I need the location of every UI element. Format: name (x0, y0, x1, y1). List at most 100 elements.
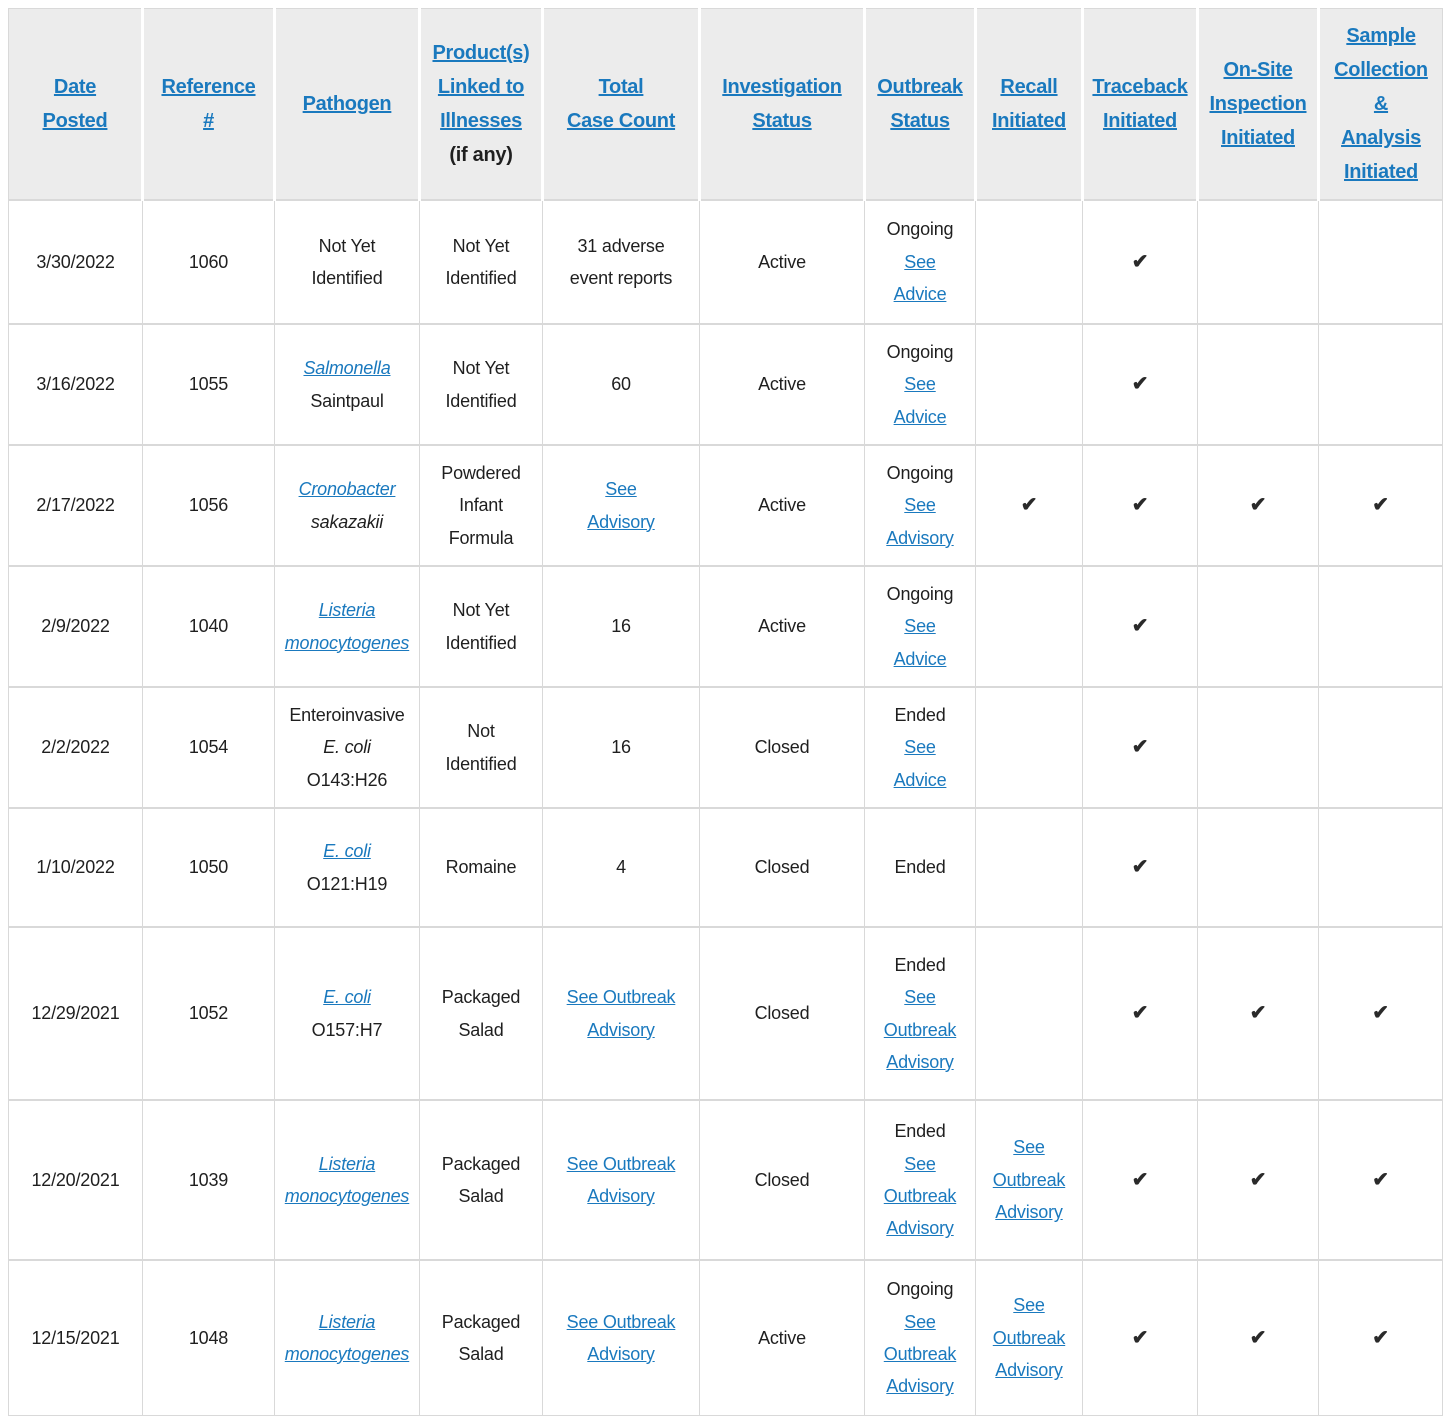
see-outbreak-advisory-link[interactable]: See Outbreak Advisory (566, 1153, 676, 1206)
case-count-cell: See Outbreak Advisory (542, 1259, 700, 1416)
total-case-count-sort-link[interactable]: Total Case Count (566, 76, 676, 132)
pathogen-link[interactable]: E. coli (323, 841, 371, 862)
see-outbreak-advisory-link[interactable]: See Outbreak Advisory (883, 1153, 957, 1239)
sample-collection-cell: ✔ (1318, 444, 1443, 567)
checkmark-icon: ✔ (1372, 494, 1389, 517)
investigation-status-cell: Active (699, 199, 865, 325)
date-posted-cell: 12/29/2021 (8, 926, 143, 1101)
pathogen-link[interactable]: Salmonella (303, 358, 391, 379)
see-advisory-link[interactable]: See Advisory (886, 495, 954, 548)
pathogen-link[interactable]: Listeria monocytogenes (284, 1153, 410, 1206)
investigation-status-cell: Active (699, 1259, 865, 1416)
checkmark-icon: ✔ (1249, 1002, 1267, 1025)
investigation-status-sort-link[interactable]: Investigation Status (722, 76, 842, 132)
investigation-status-cell: Active (699, 323, 865, 446)
sample-collection-cell (1318, 807, 1443, 928)
recall-initiated-cell (975, 565, 1083, 688)
reference-sort-link[interactable]: Reference # (161, 76, 256, 132)
case-count-cell: 16 (542, 686, 700, 809)
column-header-total-case-count: Total Case Count (541, 8, 700, 200)
pathogen-text: Enteroinvasive (289, 704, 405, 725)
product-cell: Packaged Salad (419, 1259, 543, 1416)
see-outbreak-advisory-link[interactable]: See Outbreak Advisory (883, 1311, 957, 1397)
product-text: Not Identified (445, 721, 517, 774)
product-cell: Packaged Salad (419, 1099, 543, 1261)
outbreak-status-cell: Ended See Advice (864, 686, 976, 809)
pathogen-cell: Cronobacter sakazakii (274, 444, 420, 567)
checkmark-icon: ✔ (1249, 494, 1267, 517)
see-outbreak-advisory-link[interactable]: See Outbreak Advisory (566, 987, 676, 1040)
pathogen-cell: Salmonella Saintpaul (274, 323, 420, 446)
see-outbreak-advisory-link[interactable]: See Outbreak Advisory (992, 1137, 1066, 1223)
pathogen-text: Not Yet Identified (311, 235, 383, 288)
recall-initiated-sort-link[interactable]: Recall Initiated (992, 76, 1066, 132)
outbreak-status-sort-link[interactable]: Outbreak Status (877, 76, 963, 132)
sample-collection-sort-link[interactable]: Sample Collection & Analysis Initiated (1334, 25, 1428, 183)
checkmark-icon: ✔ (1131, 856, 1149, 879)
outbreak-status-text: Ended (894, 1121, 946, 1142)
outbreak-status-cell: Ongoing See Advice (864, 565, 976, 688)
see-advice-link[interactable]: See Advice (893, 374, 947, 427)
pathogen-text: sakazakii (310, 511, 384, 532)
pathogen-text: O157:H7 (311, 1019, 383, 1040)
sample-collection-cell (1318, 565, 1443, 688)
date-posted-sort-link[interactable]: Date Posted (42, 76, 108, 132)
see-outbreak-advisory-link[interactable]: See Outbreak Advisory (883, 987, 957, 1072)
onsite-inspection-cell (1197, 199, 1319, 325)
outbreak-status-cell: Ongoing See Advice (864, 323, 976, 446)
product-text: Not Yet Identified (445, 235, 517, 288)
table-row: 12/29/2021 1052 E. coli O157:H7 Packaged … (8, 926, 1443, 1101)
case-count-cell: 31 adverse event reports (542, 199, 700, 325)
outbreak-status-text: Ended (894, 704, 946, 725)
product-cell: Not Yet Identified (419, 323, 543, 446)
product-text: Packaged Salad (441, 1153, 521, 1206)
product-cell: Packaged Salad (419, 926, 543, 1101)
outbreak-investigations-table: Date Posted Reference # Pathogen Product… (8, 8, 1443, 1416)
checkmark-icon: ✔ (1372, 1326, 1389, 1349)
case-count-cell: See Advisory (542, 444, 700, 567)
see-outbreak-advisory-link[interactable]: See Outbreak Advisory (566, 1311, 676, 1364)
case-count-text: 31 adverse event reports (569, 235, 673, 288)
sample-collection-cell (1318, 199, 1443, 325)
pathogen-link[interactable]: E. coli (323, 987, 371, 1008)
recall-initiated-cell (975, 199, 1083, 325)
see-advice-link[interactable]: See Advice (893, 251, 947, 305)
product-cell: Not Yet Identified (419, 565, 543, 688)
sample-collection-cell: ✔ (1318, 1099, 1443, 1261)
sample-collection-cell (1318, 323, 1443, 446)
investigation-status-cell: Closed (699, 926, 865, 1101)
reference-cell: 1054 (142, 686, 275, 809)
pathogen-sort-link[interactable]: Pathogen (302, 93, 392, 115)
onsite-inspection-sort-link[interactable]: On-Site Inspection Initiated (1209, 59, 1307, 149)
column-header-onsite-inspection-initiated: On-Site Inspection Initiated (1196, 8, 1319, 200)
pathogen-cell: E. coli O121:H19 (274, 807, 420, 928)
recall-initiated-cell: See Outbreak Advisory (975, 1259, 1083, 1416)
pathogen-link[interactable]: Cronobacter (298, 479, 396, 500)
see-advisory-link[interactable]: See Advisory (587, 479, 655, 532)
onsite-inspection-cell: ✔ (1197, 1099, 1319, 1261)
checkmark-icon: ✔ (1131, 1168, 1149, 1191)
traceback-initiated-sort-link[interactable]: Traceback Initiated (1092, 76, 1188, 132)
pathogen-link[interactable]: Listeria monocytogenes (284, 600, 410, 653)
onsite-inspection-cell: ✔ (1197, 444, 1319, 567)
table-row: 2/2/2022 1054 Enteroinvasive E. coli O143:… (8, 686, 1443, 809)
investigation-status-cell: Active (699, 565, 865, 688)
investigation-status-cell: Closed (699, 686, 865, 809)
outbreak-status-cell: Ongoing See Advice (864, 199, 976, 325)
outbreak-status-text: Ongoing (886, 462, 954, 483)
case-count-cell: 16 (542, 565, 700, 688)
onsite-inspection-cell: ✔ (1197, 1259, 1319, 1416)
checkmark-icon: ✔ (1020, 494, 1038, 517)
traceback-initiated-cell: ✔ (1082, 807, 1198, 928)
see-outbreak-advisory-link[interactable]: See Outbreak Advisory (992, 1295, 1066, 1381)
traceback-initiated-cell: ✔ (1082, 565, 1198, 688)
pathogen-link[interactable]: Listeria monocytogenes (284, 1311, 410, 1364)
traceback-initiated-cell: ✔ (1082, 926, 1198, 1101)
pathogen-cell: Listeria monocytogenes (274, 565, 420, 688)
see-advice-link[interactable]: See Advice (893, 616, 947, 669)
table-row: 2/9/2022 1040 Listeria monocytogenes Not… (8, 565, 1443, 688)
see-advice-link[interactable]: See Advice (893, 737, 947, 790)
case-count-cell: 4 (542, 807, 700, 928)
products-linked-sort-link[interactable]: Product(s) Linked to Illnesses (432, 42, 530, 132)
